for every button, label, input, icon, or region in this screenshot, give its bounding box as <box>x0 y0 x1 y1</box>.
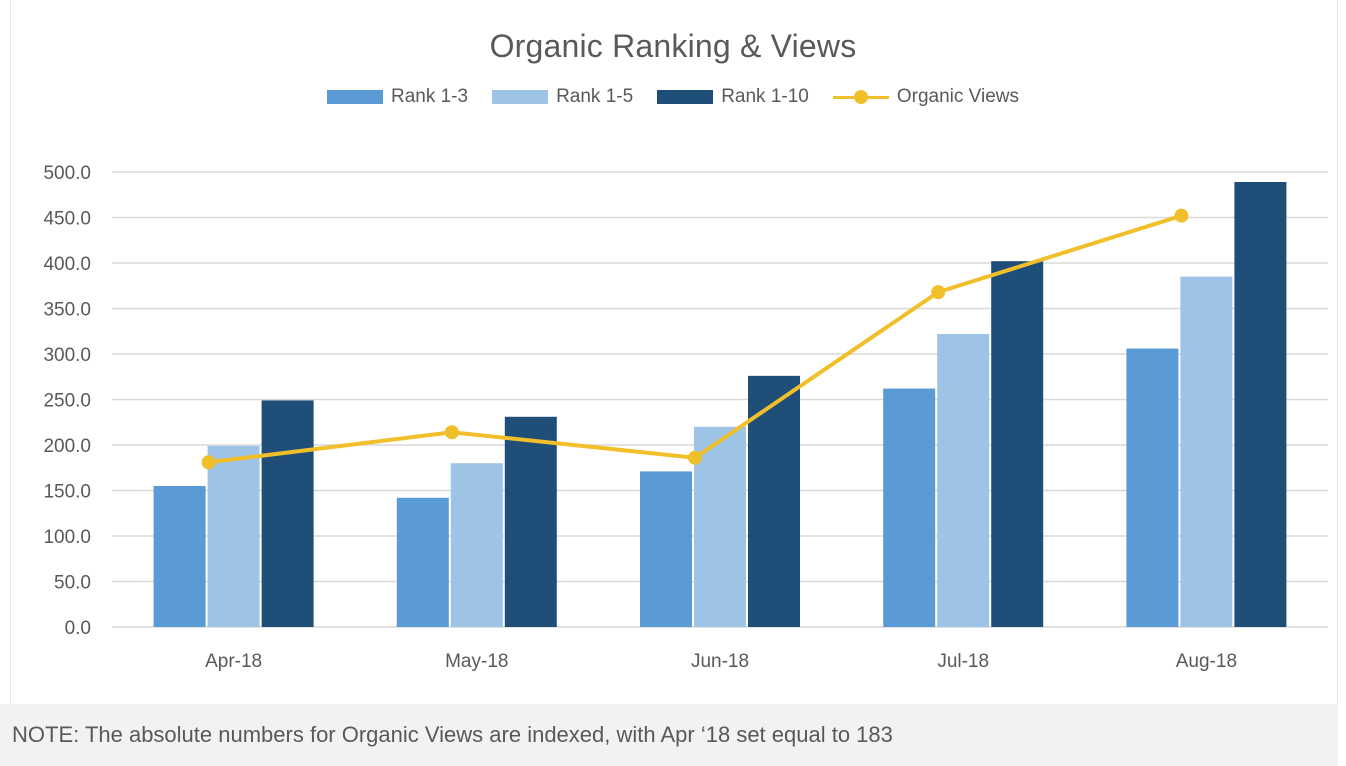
chart-plot: 0.0 50.0 100.0 150.0 200.0 250.0 300.0 350.0 400… <box>43 163 1328 672</box>
y-tick-label: 100.0 <box>43 527 91 548</box>
chart-legend: Rank 1-3 Rank 1-5 Rank 1-10 Organic View… <box>0 86 1346 108</box>
legend-item-rank-1-10: Rank 1-10 <box>657 86 809 108</box>
bar-rank-1-5 <box>450 463 503 627</box>
point-organic-views <box>688 450 702 465</box>
point-organic-views <box>201 455 216 470</box>
legend-item-rank-1-5: Rank 1-5 <box>492 86 633 108</box>
bar-rank-1-3 <box>1126 348 1179 627</box>
bar-rank-1-10 <box>991 261 1044 627</box>
legend-item-rank-1-3: Rank 1-3 <box>326 86 469 108</box>
bar-rank-1-5 <box>937 333 990 627</box>
legend-line-marker-organic-views <box>832 90 889 104</box>
bar-rank-1-10 <box>1234 182 1287 627</box>
point-organic-views <box>1174 208 1189 223</box>
legend-label-rank-1-3: Rank 1-3 <box>390 86 469 107</box>
y-tick-label: 450.0 <box>43 209 91 230</box>
legend-item-organic-views: Organic Views <box>832 86 1020 108</box>
y-tick-label: 150.0 <box>43 482 91 503</box>
bar-rank-1-10 <box>261 400 314 627</box>
y-tick-label: 350.0 <box>43 300 91 321</box>
y-tick-label: 50.0 <box>54 573 91 594</box>
bar-rank-1-3 <box>396 497 449 627</box>
x-tick-label: May-18 <box>445 651 508 672</box>
bar-rank-1-10 <box>748 375 800 627</box>
x-tick-label: Apr-18 <box>205 651 262 672</box>
y-tick-label: 0.0 <box>65 618 91 639</box>
bar-rank-1-5 <box>1180 276 1233 627</box>
legend-swatch-rank-1-10 <box>657 90 714 104</box>
y-tick-label: 400.0 <box>43 254 91 275</box>
x-tick-label: Aug-18 <box>1176 651 1237 672</box>
bar-rank-1-5 <box>207 445 260 627</box>
x-tick-label: Jun-18 <box>691 651 749 672</box>
legend-label-rank-1-10: Rank 1-10 <box>721 86 809 107</box>
y-tick-label: 500.0 <box>43 163 91 184</box>
legend-label-rank-1-5: Rank 1-5 <box>556 86 634 107</box>
legend-swatch-rank-1-3 <box>326 90 383 104</box>
y-tick-label: 200.0 <box>43 436 91 457</box>
point-organic-views <box>931 285 946 300</box>
bar-rank-1-5 <box>694 426 746 627</box>
legend-label-organic-views: Organic Views <box>896 86 1020 107</box>
x-tick-label: Jul-18 <box>937 651 989 672</box>
bar-rank-1-3 <box>153 485 206 627</box>
bar-rank-1-10 <box>504 416 557 627</box>
bar-rank-1-3 <box>883 388 936 627</box>
bar-rank-1-3 <box>640 471 692 627</box>
chart-title: Organic Ranking & Views <box>489 28 857 64</box>
y-tick-label: 250.0 <box>43 391 91 412</box>
footnote: NOTE: The absolute numbers for Organic V… <box>0 704 1338 766</box>
y-tick-label: 300.0 <box>43 345 91 366</box>
legend-swatch-rank-1-5 <box>492 90 549 104</box>
point-organic-views <box>444 425 459 440</box>
